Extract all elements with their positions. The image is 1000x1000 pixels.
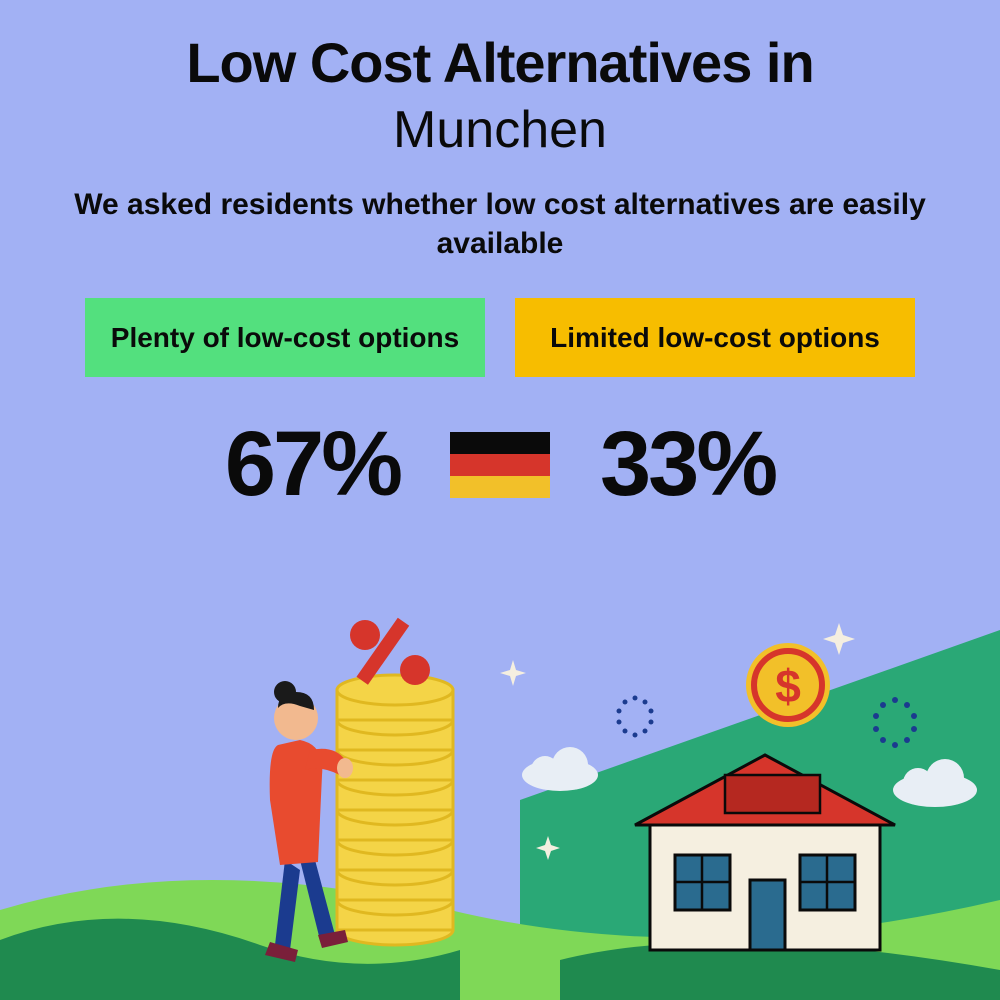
- germany-flag-icon: [450, 432, 550, 498]
- cards-row: Plenty of low-cost options Limited low-c…: [0, 298, 1000, 377]
- title-line2: Munchen: [0, 100, 1000, 160]
- illustration: $: [0, 600, 1000, 1000]
- dollar-coin-icon: $: [746, 643, 830, 727]
- card-limited: Limited low-cost options: [515, 298, 915, 377]
- title-line1: Low Cost Alternatives in: [0, 0, 1000, 95]
- stats-row: 67% 33%: [0, 412, 1000, 517]
- dotted-circle-2: [617, 696, 654, 738]
- coin-stack-icon: [337, 675, 453, 945]
- card-plenty: Plenty of low-cost options: [85, 298, 485, 377]
- subtitle: We asked residents whether low cost alte…: [0, 185, 1000, 263]
- flag-stripe-3: [450, 476, 550, 498]
- stat-left: 67%: [225, 412, 400, 517]
- cloud-left: [522, 747, 598, 791]
- svg-text:$: $: [775, 660, 801, 712]
- flag-stripe-1: [450, 432, 550, 454]
- stat-right: 33%: [600, 412, 775, 517]
- flag-stripe-2: [450, 454, 550, 476]
